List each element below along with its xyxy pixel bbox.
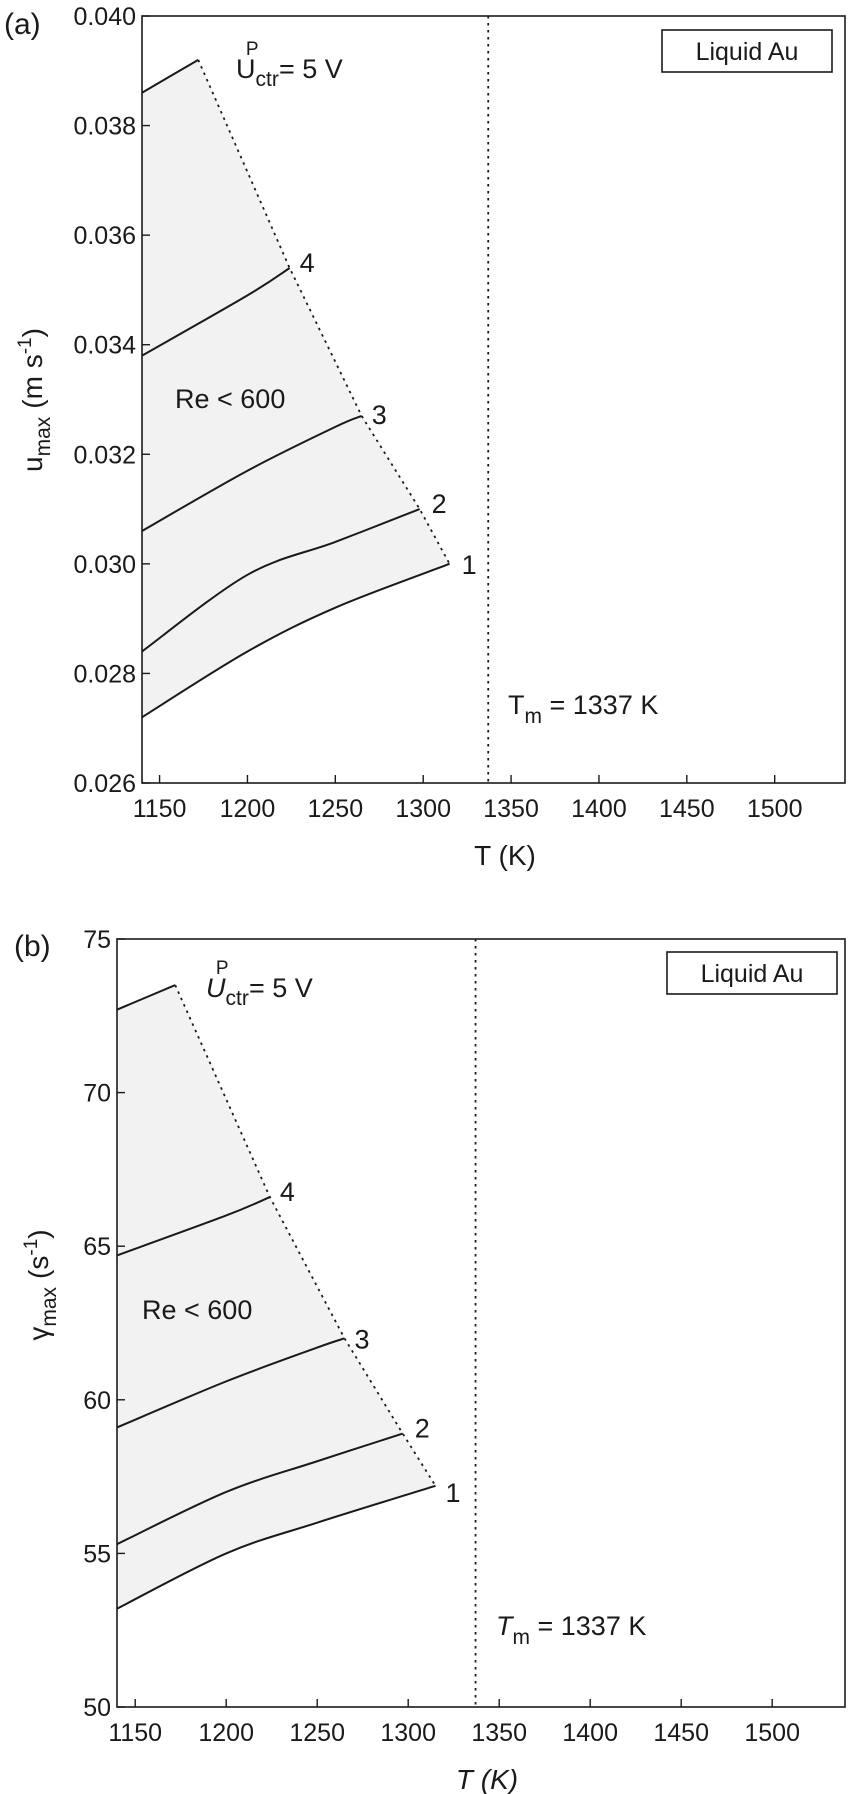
region-label-b: Re < 600 (142, 1295, 252, 1325)
panel-a: 1150 1200 1250 1300 1350 1400 1450 1500 0.0260.… (4, 3, 846, 871)
legend-text-b: Liquid Au (701, 960, 804, 988)
series-label: 2 (415, 1414, 430, 1444)
region-label-a: Re < 600 (175, 384, 285, 414)
x-tick-label: 1150 (133, 795, 187, 823)
y-tick-label: 0.032 (73, 441, 136, 469)
plot-frame-b (116, 938, 846, 1708)
y-tick-label: 0.040 (73, 3, 136, 31)
y-tick-label: 0.026 (73, 770, 136, 798)
x-tick-label: 1500 (747, 795, 803, 823)
series-line (116, 1337, 345, 1429)
melting-label-a: Tm = 1337 K (508, 690, 658, 728)
y-tick-label: 70 (83, 1080, 111, 1108)
x-tick-label: 1350 (471, 1719, 527, 1747)
series-line (141, 562, 450, 719)
y-tick-label: 0.034 (73, 332, 136, 360)
x-tick-label: 1200 (198, 1719, 254, 1747)
x-tick-label: 1500 (744, 1719, 800, 1747)
series-label: 3 (355, 1324, 370, 1354)
series-labels-a: 1 2 3 4 (300, 248, 477, 580)
y-ticks-b: 50 55 60 65 70 75 (83, 926, 125, 1722)
series-line (116, 984, 176, 1011)
series-line (141, 508, 421, 653)
series-line (141, 415, 363, 532)
x-ticks-b: 1150 1200 1250 1300 1350 1400 1450 1500 (108, 1699, 800, 1747)
voltage-limit-boundary-b (174, 984, 437, 1487)
y-ticks-a: 0.026 0.028 0.030 0.032 0.034 0.036 0.038 0.040 (73, 3, 150, 798)
series-label: 1 (462, 550, 477, 580)
x-tick-label: 1450 (653, 1719, 709, 1747)
series-label: 2 (432, 489, 447, 519)
series-group-a (141, 58, 450, 719)
panel-b: 1150 1200 1250 1300 1350 1400 1450 1500 50 55 60 6… (14, 926, 846, 1794)
legend-box-a: Liquid Au (661, 29, 833, 73)
series-line (141, 58, 199, 94)
panel-label-b: (b) (14, 930, 51, 963)
series-labels-b: 1 2 3 4 (280, 1177, 461, 1508)
x-tick-label: 1150 (108, 1719, 162, 1747)
x-axis-label-a: T (K) (474, 840, 536, 871)
y-axis-label-a: umax(m s-1) (15, 328, 55, 472)
y-tick-label: 0.028 (73, 660, 136, 688)
x-tick-label: 1300 (380, 1719, 436, 1747)
legend-box-b: Liquid Au (666, 951, 838, 995)
voltage-label-b: UctrP = 5 V (206, 958, 313, 1010)
plot-frame-a (141, 15, 846, 784)
series-line (116, 1484, 436, 1610)
y-axis-label-b: γmax(s-1) (21, 1229, 61, 1340)
x-tick-label: 1350 (483, 795, 539, 823)
y-tick-label: 60 (83, 1387, 111, 1415)
x-tick-label: 1300 (395, 795, 451, 823)
x-axis-label-b: T (K) (456, 1764, 518, 1794)
series-line (116, 1432, 404, 1546)
y-tick-label: 0.038 (73, 113, 136, 141)
panel-label-a: (a) (4, 8, 41, 41)
y-tick-label: 55 (83, 1540, 111, 1568)
y-tick-label: 75 (83, 926, 111, 954)
series-label: 1 (446, 1478, 461, 1508)
voltage-label-a: UctrP = 5 V (236, 39, 343, 91)
x-tick-label: 1400 (562, 1719, 618, 1747)
x-tick-label: 1250 (308, 795, 364, 823)
re-below-600-region-a (142, 59, 450, 718)
x-tick-label: 1200 (220, 795, 276, 823)
series-line (116, 1196, 271, 1257)
x-tick-label: 1400 (571, 795, 627, 823)
x-tick-label: 1250 (289, 1719, 345, 1747)
series-label: 4 (300, 248, 315, 278)
legend-text-a: Liquid Au (696, 38, 799, 66)
y-tick-label: 50 (83, 1694, 111, 1722)
series-group-b (116, 984, 436, 1610)
series-line (141, 267, 291, 357)
series-label: 4 (280, 1177, 295, 1207)
series-label: 3 (372, 400, 387, 430)
y-tick-label: 65 (83, 1233, 111, 1261)
x-tick-label: 1450 (659, 795, 715, 823)
y-tick-label: 0.036 (73, 222, 136, 250)
melting-label-b: Tm = 1337 K (496, 1611, 646, 1649)
y-tick-label: 0.030 (73, 551, 136, 579)
x-ticks-a: 1150 1200 1250 1300 1350 1400 1450 1500 (133, 775, 803, 823)
re-below-600-region-b (117, 985, 436, 1609)
